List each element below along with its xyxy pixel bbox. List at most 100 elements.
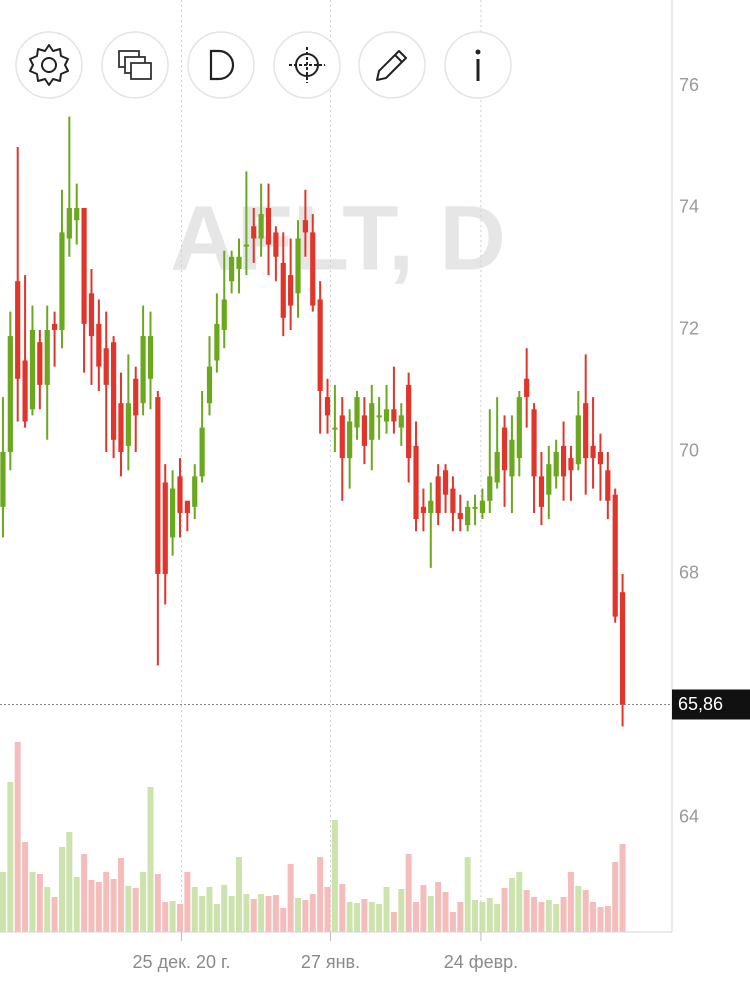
candle-body bbox=[265, 207, 272, 245]
volume-bar bbox=[494, 904, 501, 932]
volume-bar bbox=[191, 887, 198, 932]
candle-body bbox=[243, 244, 249, 247]
candle-body bbox=[398, 415, 404, 428]
volume-bar bbox=[295, 898, 302, 932]
candle-body bbox=[74, 207, 80, 221]
candle-body bbox=[273, 232, 279, 257]
interval-button[interactable] bbox=[187, 31, 255, 99]
candle-body bbox=[258, 214, 264, 239]
y-tick-label: 74 bbox=[679, 197, 699, 217]
volume-bar bbox=[457, 902, 464, 932]
candle-body bbox=[302, 220, 308, 233]
candle-body bbox=[66, 207, 72, 239]
candle-body bbox=[531, 409, 537, 477]
volume-bar bbox=[324, 887, 331, 932]
y-tick-label: 64 bbox=[679, 807, 699, 827]
volume-bar bbox=[184, 872, 191, 932]
candle-body bbox=[332, 427, 338, 430]
volume-bar bbox=[302, 900, 309, 932]
volume-bar bbox=[427, 896, 434, 932]
volume-bar bbox=[125, 886, 132, 932]
volume-bar bbox=[383, 887, 390, 932]
candle-body bbox=[317, 299, 323, 391]
info-button[interactable] bbox=[444, 31, 512, 99]
volume-bar bbox=[309, 894, 316, 932]
volume-bar bbox=[435, 882, 442, 932]
crosshair-button[interactable] bbox=[273, 31, 341, 99]
volume-bar bbox=[110, 879, 117, 932]
volume-bar bbox=[361, 899, 368, 932]
candle-body bbox=[583, 403, 589, 459]
volume-bar bbox=[413, 902, 420, 932]
candle-body bbox=[22, 360, 28, 422]
candle-body bbox=[347, 421, 353, 459]
volume-bar bbox=[331, 820, 338, 932]
volume-bar bbox=[582, 890, 589, 932]
volume-bar bbox=[449, 912, 456, 932]
candle-body bbox=[7, 336, 13, 452]
volume-bar bbox=[228, 896, 235, 932]
volume-bar bbox=[66, 832, 73, 932]
candle-body bbox=[288, 275, 294, 306]
candle-body bbox=[501, 427, 508, 471]
candle-body bbox=[406, 384, 412, 459]
volume-bar bbox=[280, 908, 287, 932]
volume-bar bbox=[538, 902, 545, 932]
candle-body bbox=[51, 323, 58, 330]
candle-body bbox=[155, 397, 161, 574]
volume-bar bbox=[250, 899, 257, 932]
grid bbox=[0, 0, 672, 932]
candle-body bbox=[280, 262, 286, 318]
volume-bar bbox=[95, 882, 102, 932]
candle-body bbox=[15, 281, 21, 379]
candle-body bbox=[44, 329, 50, 385]
volume-bar bbox=[590, 902, 597, 932]
volume-bar bbox=[0, 872, 6, 932]
volume-bar bbox=[117, 858, 124, 932]
candle-body bbox=[450, 488, 456, 513]
volume-bar bbox=[235, 857, 242, 932]
volume-bar bbox=[442, 892, 449, 932]
volume-bar bbox=[169, 901, 176, 932]
volume-bar bbox=[405, 854, 412, 932]
volume-bar bbox=[154, 874, 161, 932]
volume-bar bbox=[368, 902, 375, 932]
candle-body bbox=[37, 342, 43, 385]
candle-body bbox=[199, 427, 205, 477]
volume-bar bbox=[140, 872, 147, 932]
candle-body bbox=[442, 470, 449, 495]
settings-button[interactable] bbox=[15, 31, 83, 99]
candle-body bbox=[118, 403, 124, 452]
volume-bar bbox=[176, 904, 183, 932]
x-tick-label: 25 дек. 20 г. bbox=[133, 952, 231, 972]
volume-bar bbox=[479, 902, 486, 932]
volume-bar bbox=[575, 886, 582, 932]
candle-body bbox=[538, 476, 545, 507]
volume-bar bbox=[545, 900, 552, 932]
x-tick-label: 24 февр. bbox=[444, 952, 518, 972]
y-tick-label: 68 bbox=[679, 563, 699, 583]
candle-body bbox=[310, 232, 316, 306]
candle-body bbox=[420, 506, 427, 513]
volume-bar bbox=[553, 904, 560, 932]
candle-body bbox=[361, 415, 367, 446]
candle-body bbox=[96, 323, 102, 367]
volume-bar bbox=[472, 900, 479, 932]
volume-bar bbox=[213, 904, 220, 932]
candle-body bbox=[59, 232, 65, 330]
draw-button[interactable] bbox=[358, 31, 426, 99]
candle-body bbox=[133, 378, 139, 416]
candle-body bbox=[192, 476, 198, 507]
volume-bar bbox=[501, 888, 508, 932]
volume-bar bbox=[354, 903, 361, 932]
candle-body bbox=[0, 451, 6, 507]
compare-button[interactable] bbox=[101, 31, 169, 99]
candle-body bbox=[229, 256, 235, 282]
volume-bar bbox=[36, 874, 43, 932]
volume-bar bbox=[317, 857, 324, 932]
volume-bar bbox=[523, 890, 530, 932]
volume-bar bbox=[132, 888, 139, 932]
volume-bar bbox=[162, 902, 169, 932]
volume-bar bbox=[560, 897, 567, 932]
